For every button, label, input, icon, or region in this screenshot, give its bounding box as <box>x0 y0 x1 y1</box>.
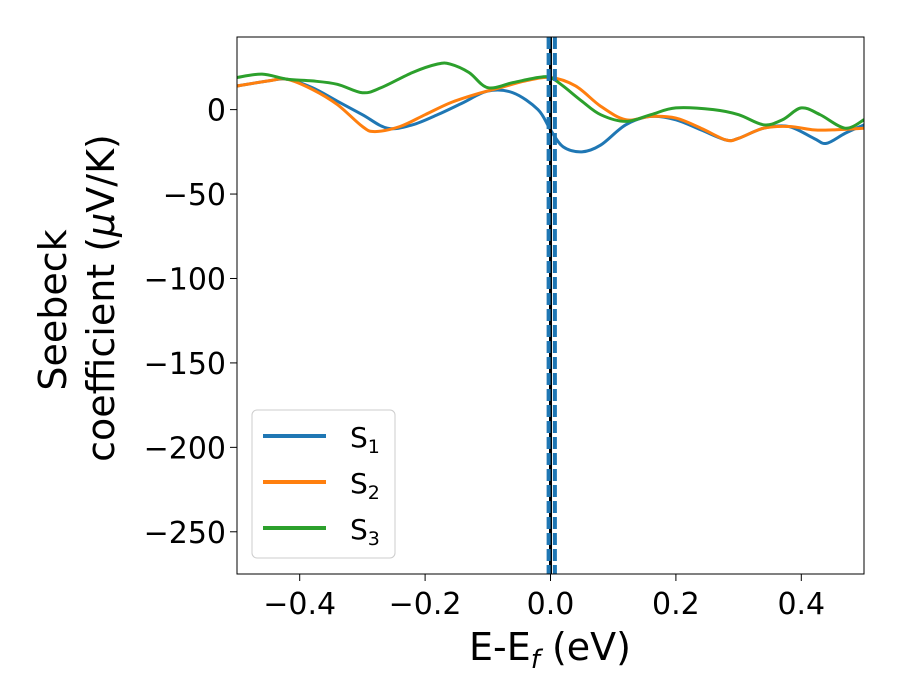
y-tick-label: 0 <box>207 94 226 129</box>
y-axis-label-mu: μ <box>79 213 123 238</box>
legend-label-s1: S1 <box>350 421 380 458</box>
x-axis-label: E-Ef (eV) <box>469 625 631 675</box>
y-tick-label: −100 <box>144 262 226 297</box>
y-tick-label: −200 <box>144 431 226 466</box>
x-axis-label-unit: (eV) <box>540 625 631 669</box>
legend: S1 S2 S3 <box>251 409 396 559</box>
x-tick-label: 0.4 <box>777 587 825 622</box>
y-tick-label: −50 <box>163 178 226 213</box>
x-tick-label: −0.2 <box>389 587 462 622</box>
x-tick-label: 0.2 <box>652 587 700 622</box>
y-axis-ticks: 0 −50 −100 −150 −200 −250 <box>144 94 237 551</box>
vertical-lines-layer <box>546 37 557 574</box>
y-axis-label-line2: coefficient (μV/K) <box>79 134 123 462</box>
y-tick-label: −250 <box>144 516 226 551</box>
x-tick-label: −0.4 <box>263 587 336 622</box>
legend-label-s3: S3 <box>350 513 380 550</box>
y-tick-label: −150 <box>144 347 226 382</box>
x-axis-ticks: −0.4 −0.2 0.0 0.2 0.4 <box>263 574 825 622</box>
y-axis-label-line1: Seebeck <box>31 229 75 390</box>
legend-label-s2: S2 <box>350 467 380 504</box>
x-tick-label: 0.0 <box>527 587 575 622</box>
